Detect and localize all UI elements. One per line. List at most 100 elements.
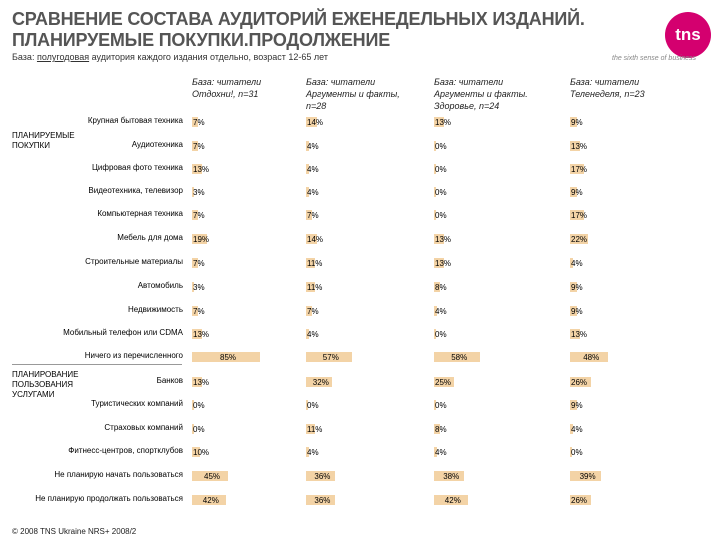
bar xyxy=(434,234,445,244)
bar xyxy=(192,117,198,127)
value-label: 7% xyxy=(307,211,319,220)
category-label: Туристических компаний xyxy=(91,399,183,408)
value-label: 14% xyxy=(307,235,324,244)
bar xyxy=(434,258,445,268)
column-header-line: n=28 xyxy=(306,101,327,111)
bar xyxy=(570,352,609,362)
bar xyxy=(434,282,441,292)
group-label-line: ПЛАНИРУЕМЫЕ xyxy=(12,131,75,140)
subtitle-rest: аудитория каждого издания отдельно, возр… xyxy=(89,52,328,62)
bar xyxy=(192,187,195,197)
category-label: Компьютерная техника xyxy=(97,209,183,218)
value-label: 4% xyxy=(435,448,447,457)
value-label: 0% xyxy=(435,330,447,339)
bar xyxy=(434,471,465,481)
bar xyxy=(570,282,578,292)
column-header-line: Аргументы и факты, xyxy=(306,89,400,99)
value-label: 4% xyxy=(307,330,319,339)
value-label: 11% xyxy=(307,283,323,292)
column-header-line: База: читатели xyxy=(306,77,376,87)
bar xyxy=(306,187,310,197)
bar xyxy=(306,306,312,316)
bar xyxy=(192,352,260,362)
column-header: База: читатели Теленеделя, n=23 xyxy=(570,76,690,100)
group-label-line: ПОЛЬЗОВАНИЯ xyxy=(12,380,73,389)
column-header-line: Аргументы и факты. xyxy=(434,89,528,99)
bar xyxy=(192,377,203,387)
category-label: Фитнесс-центров, спортклубов xyxy=(68,446,183,455)
value-label: 8% xyxy=(435,425,447,434)
value-label: 9% xyxy=(571,118,583,127)
value-label: 9% xyxy=(571,188,583,197)
bar xyxy=(306,117,318,127)
value-label: 26% xyxy=(571,496,588,505)
value-label: 4% xyxy=(307,142,319,151)
value-label: 14% xyxy=(307,118,324,127)
category-label: Видеотехника, телевизор xyxy=(88,186,183,195)
bar xyxy=(306,471,335,481)
bar xyxy=(192,258,198,268)
value-label: 7% xyxy=(193,142,205,151)
category-label: Автомобиль xyxy=(137,281,183,290)
value-label: 7% xyxy=(193,259,205,268)
bar xyxy=(570,164,584,174)
bar xyxy=(434,424,441,434)
bar xyxy=(434,377,454,387)
bar xyxy=(570,306,578,316)
column-header-line: База: читатели xyxy=(434,77,504,87)
value-label: 36% xyxy=(314,496,331,505)
value-label: 9% xyxy=(571,283,583,292)
category-label: Строительные материалы xyxy=(85,257,183,266)
column-header-line: Здоровье, n=24 xyxy=(434,101,500,111)
value-label: 57% xyxy=(322,353,339,362)
bar xyxy=(192,282,195,292)
bar xyxy=(306,282,315,292)
value-label: 0% xyxy=(435,211,447,220)
value-label: 13% xyxy=(571,330,588,339)
bar xyxy=(570,495,591,505)
category-label: Мебель для дома xyxy=(117,233,183,242)
value-label: 17% xyxy=(571,165,588,174)
category-label: Ничего из перечисленного xyxy=(84,351,183,360)
bar xyxy=(434,400,436,410)
group-label-purchases: ПЛАНИРУЕМЫЕ ПОКУПКИ xyxy=(12,131,75,151)
bar xyxy=(192,306,198,316)
bar xyxy=(434,352,481,362)
bar xyxy=(434,117,445,127)
bar xyxy=(434,210,436,220)
value-label: 10% xyxy=(193,448,210,457)
group-label-services: ПЛАНИРОВАНИЕ ПОЛЬЗОВАНИЯ УСЛУГАМИ xyxy=(12,370,79,400)
bar xyxy=(306,258,315,268)
bar xyxy=(306,424,315,434)
bar xyxy=(434,306,438,316)
value-label: 3% xyxy=(193,188,205,197)
bar xyxy=(570,400,578,410)
bar xyxy=(570,447,572,457)
bar xyxy=(306,164,310,174)
value-label: 4% xyxy=(571,259,583,268)
subtitle-underlined: полугодовая xyxy=(36,52,90,62)
bar xyxy=(306,495,335,505)
category-label: Крупная бытовая техника xyxy=(87,116,183,125)
value-label: 13% xyxy=(193,165,210,174)
group-divider xyxy=(12,364,182,365)
category-label: Недвижимость xyxy=(127,305,183,314)
value-label: 42% xyxy=(202,496,219,505)
value-label: 13% xyxy=(193,330,210,339)
value-label: 13% xyxy=(435,118,452,127)
bar xyxy=(434,164,436,174)
value-label: 9% xyxy=(571,401,583,410)
value-label: 3% xyxy=(193,283,205,292)
logo-slogan: the sixth sense of business xyxy=(612,55,697,62)
value-label: 13% xyxy=(435,259,452,268)
category-label: Не планирую начать пользоваться xyxy=(54,470,183,479)
bar xyxy=(570,117,578,127)
column-header-line: Теленеделя, n=23 xyxy=(570,89,645,99)
category-label: Аудиотехника xyxy=(131,140,183,149)
value-label: 4% xyxy=(307,165,319,174)
value-label: 58% xyxy=(451,353,468,362)
value-label: 13% xyxy=(435,235,452,244)
value-label: 11% xyxy=(307,425,323,434)
bar xyxy=(570,329,581,339)
tns-logo: tns xyxy=(665,12,711,58)
